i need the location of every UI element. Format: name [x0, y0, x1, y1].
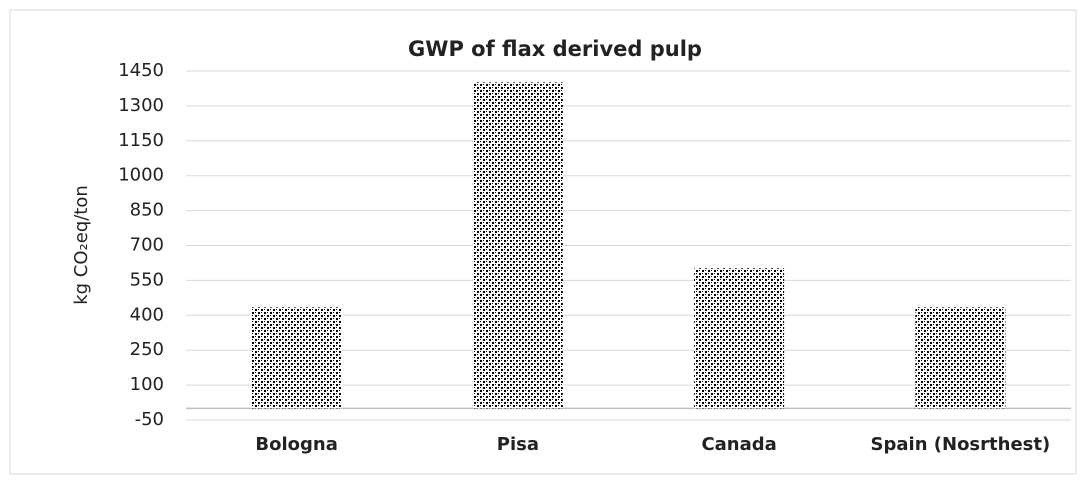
y-tick-label: 250 [130, 339, 164, 360]
y-tick-label: 100 [130, 374, 164, 395]
y-axis-label: kg CO₂eq/ton [71, 185, 92, 305]
bar [251, 307, 342, 409]
x-tick-label: Spain (Nosrthest) [871, 434, 1051, 455]
bar [472, 82, 563, 409]
y-tick-label: 550 [130, 269, 164, 290]
y-tick-label: 700 [130, 235, 164, 256]
y-tick-label: -50 [135, 409, 164, 430]
bar [694, 268, 785, 409]
y-tick-label: 1300 [118, 95, 164, 116]
x-tick-label: Canada [701, 434, 776, 455]
x-tick-label: Bologna [255, 434, 337, 455]
y-tick-label: 1150 [118, 130, 164, 151]
y-tick-label: 1000 [118, 165, 164, 186]
chart-title: GWP of flax derived pulp [408, 37, 702, 61]
x-tick-label: Pisa [497, 434, 539, 455]
y-tick-label: 400 [130, 304, 164, 325]
bar [915, 307, 1006, 409]
y-tick-label: 1450 [118, 60, 164, 81]
y-tick-label: 850 [130, 200, 164, 221]
